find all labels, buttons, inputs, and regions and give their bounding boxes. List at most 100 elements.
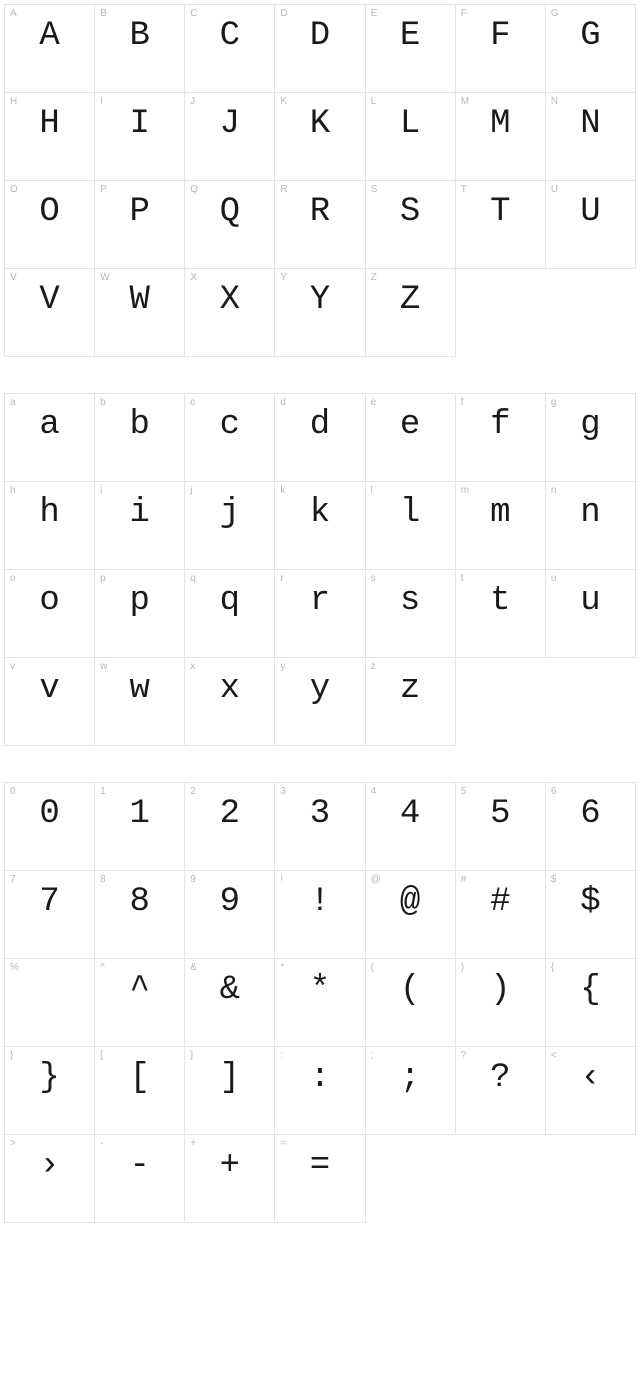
glyph-display: # — [456, 885, 545, 919]
glyph-cell[interactable]: kk — [275, 482, 365, 570]
glyph-cell[interactable]: ^^ — [95, 959, 185, 1047]
glyph-cell[interactable]: $$ — [546, 871, 636, 959]
glyph-cell[interactable]: yy — [275, 658, 365, 746]
glyph-cell[interactable]: % — [5, 959, 95, 1047]
glyph-cell[interactable]: zz — [366, 658, 456, 746]
glyph-cell[interactable]: ii — [95, 482, 185, 570]
glyph-cell[interactable]: rr — [275, 570, 365, 658]
glyph-cell[interactable]: ?? — [456, 1047, 546, 1135]
glyph-cell[interactable]: hh — [5, 482, 95, 570]
glyph-cell[interactable]: cc — [185, 394, 275, 482]
glyph-cell[interactable]: KK — [275, 93, 365, 181]
glyph-cell[interactable]: qq — [185, 570, 275, 658]
glyph-key-label: c — [190, 397, 195, 408]
glyph-cell[interactable]: gg — [546, 394, 636, 482]
glyph-cell[interactable]: PP — [95, 181, 185, 269]
glyph-display: W — [95, 283, 184, 317]
glyph-cell[interactable]: jj — [185, 482, 275, 570]
glyph-key-label: X — [190, 272, 197, 283]
glyph-cell[interactable]: DD — [275, 5, 365, 93]
glyph-cell[interactable]: CC — [185, 5, 275, 93]
glyph-cell[interactable]: ** — [275, 959, 365, 1047]
glyph-key-label: E — [371, 8, 378, 19]
glyph-key-label: 6 — [551, 786, 557, 797]
glyph-cell[interactable]: ee — [366, 394, 456, 482]
glyph-cell[interactable]: == — [275, 1135, 365, 1223]
glyph-cell[interactable]: 00 — [5, 783, 95, 871]
glyph-cell[interactable]: ff — [456, 394, 546, 482]
glyph-display: K — [275, 107, 364, 141]
glyph-cell[interactable]: 44 — [366, 783, 456, 871]
glyph-cell[interactable]: 22 — [185, 783, 275, 871]
glyph-cell[interactable]: ]] — [185, 1047, 275, 1135]
glyph-cell[interactable]: && — [185, 959, 275, 1047]
glyph-cell[interactable]: oo — [5, 570, 95, 658]
glyph-display: = — [275, 1149, 364, 1183]
glyph-cell[interactable]: AA — [5, 5, 95, 93]
glyph-cell[interactable]: @@ — [366, 871, 456, 959]
glyph-cell[interactable]: ;; — [366, 1047, 456, 1135]
glyph-cell[interactable]: JJ — [185, 93, 275, 181]
glyph-cell[interactable]: ++ — [185, 1135, 275, 1223]
glyph-cell[interactable]: FF — [456, 5, 546, 93]
glyph-cell[interactable]: mm — [456, 482, 546, 570]
glyph-cell[interactable]: -- — [95, 1135, 185, 1223]
glyph-cell[interactable]: aa — [5, 394, 95, 482]
glyph-cell[interactable]: }} — [5, 1047, 95, 1135]
glyph-cell[interactable]: YY — [275, 269, 365, 357]
glyph-key-label: } — [10, 1050, 14, 1061]
glyph-cell[interactable]: 99 — [185, 871, 275, 959]
glyph-cell[interactable]: [[ — [95, 1047, 185, 1135]
glyph-cell[interactable]: GG — [546, 5, 636, 93]
glyph-display: 5 — [456, 797, 545, 831]
glyph-display: › — [5, 1149, 94, 1183]
glyph-cell[interactable]: WW — [95, 269, 185, 357]
glyph-cell[interactable]: QQ — [185, 181, 275, 269]
glyph-cell[interactable]: TT — [456, 181, 546, 269]
glyph-cell[interactable]: MM — [456, 93, 546, 181]
glyph-cell[interactable]: NN — [546, 93, 636, 181]
glyph-cell[interactable]: UU — [546, 181, 636, 269]
glyph-cell[interactable]: ww — [95, 658, 185, 746]
glyph-cell[interactable]: LL — [366, 93, 456, 181]
glyph-cell[interactable]: >› — [5, 1135, 95, 1223]
glyph-cell[interactable]: <‹ — [546, 1047, 636, 1135]
glyph-key-label: U — [551, 184, 559, 195]
glyph-display: F — [456, 19, 545, 53]
glyph-cell[interactable]: 88 — [95, 871, 185, 959]
glyph-cell[interactable]: VV — [5, 269, 95, 357]
glyph-cell[interactable]: vv — [5, 658, 95, 746]
glyph-cell[interactable]: 55 — [456, 783, 546, 871]
glyph-cell[interactable]: 66 — [546, 783, 636, 871]
glyph-cell[interactable]: SS — [366, 181, 456, 269]
glyph-cell[interactable]: EE — [366, 5, 456, 93]
glyph-cell[interactable]: ss — [366, 570, 456, 658]
glyph-cell[interactable]: 77 — [5, 871, 95, 959]
glyph-cell[interactable]: 33 — [275, 783, 365, 871]
glyph-cell[interactable]: ll — [366, 482, 456, 570]
glyph-cell[interactable]: ZZ — [366, 269, 456, 357]
glyph-cell[interactable]: pp — [95, 570, 185, 658]
glyph-cell[interactable]: !! — [275, 871, 365, 959]
glyph-display: 1 — [95, 797, 184, 831]
glyph-cell[interactable]: RR — [275, 181, 365, 269]
glyph-cell[interactable]: :: — [275, 1047, 365, 1135]
glyph-cell[interactable]: nn — [546, 482, 636, 570]
glyph-cell[interactable]: xx — [185, 658, 275, 746]
glyph-cell[interactable]: HH — [5, 93, 95, 181]
glyph-cell[interactable]: XX — [185, 269, 275, 357]
glyph-cell[interactable]: (( — [366, 959, 456, 1047]
glyph-cell[interactable]: 11 — [95, 783, 185, 871]
glyph-cell[interactable]: BB — [95, 5, 185, 93]
glyph-cell[interactable]: dd — [275, 394, 365, 482]
glyph-cell[interactable]: bb — [95, 394, 185, 482]
glyph-cell[interactable]: II — [95, 93, 185, 181]
glyph-cell[interactable]: ## — [456, 871, 546, 959]
glyph-key-label: 4 — [371, 786, 377, 797]
glyph-cell[interactable]: OO — [5, 181, 95, 269]
glyph-cell[interactable]: )) — [456, 959, 546, 1047]
glyph-key-label: b — [100, 397, 106, 408]
glyph-cell[interactable]: tt — [456, 570, 546, 658]
glyph-cell[interactable]: {{ — [546, 959, 636, 1047]
glyph-cell[interactable]: uu — [546, 570, 636, 658]
